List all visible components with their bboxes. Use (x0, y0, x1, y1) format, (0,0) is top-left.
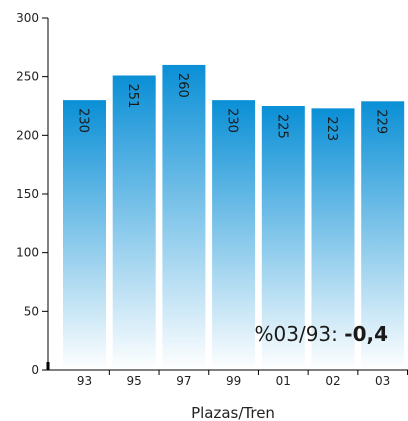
bar (212, 100, 256, 370)
y-tick-label: 200 (16, 128, 39, 142)
bar (112, 75, 156, 370)
y-tick-label: 300 (16, 11, 39, 25)
bar-value-label: 229 (374, 109, 389, 134)
x-tick-label: 02 (325, 374, 340, 388)
x-tick-label: 97 (176, 374, 191, 388)
y-tick-label: 250 (16, 70, 39, 84)
bar-value-label: 251 (125, 83, 140, 108)
x-tick-label: 03 (375, 374, 390, 388)
x-tick-label: 99 (226, 374, 241, 388)
y-tick-label: 100 (16, 246, 39, 260)
bar (311, 108, 355, 370)
bar-value-label: 230 (76, 108, 91, 133)
bar (261, 106, 305, 370)
bar (162, 64, 206, 370)
bars-group: 230 251 260 230 225 223 229 (63, 64, 405, 370)
bar (361, 101, 405, 370)
bar-value-label: 230 (225, 108, 240, 133)
change-annotation: %03/93: -0,4 (255, 322, 388, 346)
x-tick-label: 95 (127, 374, 142, 388)
y-tick-label: 0 (31, 363, 39, 377)
bar-value-label: 260 (175, 73, 190, 98)
axes-group: 0 50 100 150 200 250 300 93 95 97 99 01 02 03 (16, 11, 408, 388)
x-tick-label: 01 (276, 374, 291, 388)
annotation-value: -0,4 (344, 322, 388, 346)
bar-value-label: 225 (274, 114, 289, 139)
x-tick-label: 93 (77, 374, 92, 388)
annotation-label: %03/93: (255, 322, 345, 346)
y-tick-label: 150 (16, 187, 39, 201)
x-axis-label: Plazas/Tren (191, 404, 275, 421)
y-tick-label: 50 (24, 304, 39, 318)
bar (63, 100, 106, 370)
bar-value-label: 223 (324, 116, 339, 141)
